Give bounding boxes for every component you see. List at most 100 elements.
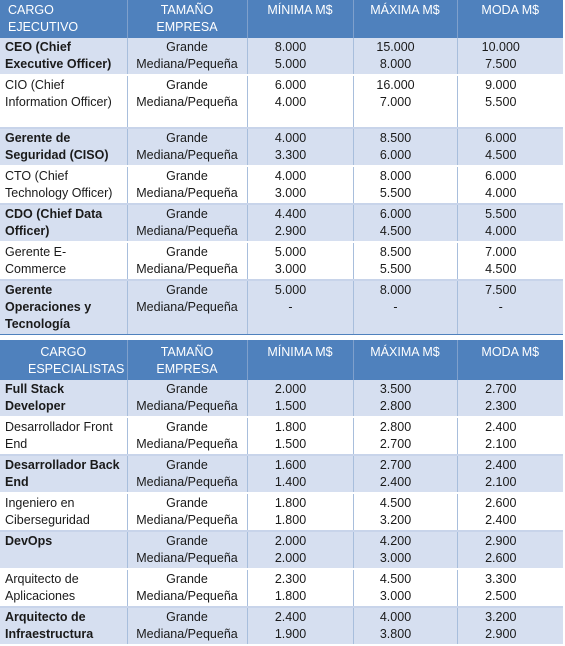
table-row: Full Stack Developer Grande Mediana/Peque…: [0, 380, 563, 418]
tamano-grande: Grande: [166, 245, 208, 259]
moda-mediana: 2.100: [485, 475, 517, 489]
maxima-cell: 2.800 2.700: [352, 417, 457, 456]
table-row: Desarrollador Front End Grande Mediana/Pe…: [0, 417, 563, 456]
tamano-cell: Grande Mediana/Pequeña: [126, 380, 247, 418]
tamano-cell: Grande Mediana/Pequeña: [126, 128, 247, 167]
maxima-grande: 4.000: [379, 610, 412, 624]
moda-cell: 7.500 -: [456, 280, 563, 335]
tamano-mediana: Mediana/Pequeña: [136, 95, 238, 109]
maxima-cell: 4.500 3.200: [352, 493, 457, 532]
maxima-grande: 15.000: [376, 40, 415, 54]
minima-cell: 1.800 1.500: [246, 417, 353, 456]
moda-cell: 3.300 2.500: [456, 569, 563, 608]
maxima-grande: 4.200: [379, 534, 412, 548]
header-maxima: MÁXIMA M$: [352, 0, 457, 38]
minima-cell: 1.800 1.800: [246, 493, 353, 532]
table-row: Gerente de Seguridad (CISO) Grande Median…: [0, 128, 563, 167]
moda-cell: 6.000 4.000: [456, 166, 563, 205]
tamano-grande: Grande: [166, 496, 208, 510]
minima-grande: 2.000: [274, 382, 307, 396]
tamano-mediana: Mediana/Pequeña: [136, 551, 238, 565]
minima-cell: 6.000 4.000: [246, 75, 353, 129]
header-cargo: CARGO ESPECIALISTAS: [0, 340, 127, 380]
minima-mediana: 1.400: [274, 475, 307, 489]
tamano-mediana: Mediana/Pequeña: [136, 399, 238, 413]
maxima-cell: 4.000 3.800: [352, 607, 457, 646]
tamano-grande: Grande: [166, 131, 208, 145]
moda-grande: 6.000: [485, 131, 517, 145]
tamano-grande: Grande: [166, 283, 208, 297]
minima-cell: 5.000 -: [246, 280, 353, 335]
moda-mediana: 4.000: [485, 186, 517, 200]
table-row: Gerente Operaciones y Tecnología Grande M…: [0, 280, 563, 335]
moda-cell: 10.000 7.500: [456, 38, 563, 76]
maxima-cell: 4.500 3.000: [352, 569, 457, 608]
tamano-grande: Grande: [166, 534, 208, 548]
minima-cell: 2.000 1.500: [246, 380, 353, 418]
maxima-grande: 16.000: [376, 78, 415, 92]
cargo-cell: CDO (Chief Data Officer): [0, 204, 127, 243]
maxima-grande: 8.000: [379, 169, 412, 183]
moda-cell: 5.500 4.000: [456, 204, 563, 243]
maxima-cell: 2.700 2.400: [352, 455, 457, 494]
minima-grande: 1.600: [274, 458, 307, 472]
tamano-cell: Grande Mediana/Pequeña: [126, 455, 247, 494]
moda-grande: 7.500: [485, 283, 517, 297]
minima-cell: 1.600 1.400: [246, 455, 353, 494]
moda-grande: 2.900: [485, 534, 517, 548]
cargo-cell: Gerente de Seguridad (CISO): [0, 128, 127, 167]
header-tamano: TAMAÑO EMPRESA: [126, 0, 247, 38]
tamano-mediana: Mediana/Pequeña: [136, 475, 238, 489]
minima-mediana: 2.900: [274, 224, 307, 238]
minima-grande: 8.000: [274, 40, 307, 54]
moda-mediana: 7.500: [485, 57, 517, 71]
minima-grande: 5.000: [274, 245, 307, 259]
tamano-grande: Grande: [166, 420, 208, 434]
tamano-mediana: Mediana/Pequeña: [136, 148, 238, 162]
maxima-mediana: 3.200: [379, 513, 412, 527]
table-row: CDO (Chief Data Officer) Grande Mediana/P…: [0, 204, 563, 243]
maxima-cell: 3.500 2.800: [352, 380, 457, 418]
maxima-mediana: 5.500: [379, 262, 412, 276]
cargo-cell: Gerente Operaciones y Tecnología: [0, 280, 127, 335]
moda-mediana: 4.000: [485, 224, 517, 238]
moda-mediana: 5.500: [485, 95, 517, 109]
maxima-grande: 3.500: [379, 382, 412, 396]
maxima-cell: 15.000 8.000: [352, 38, 457, 76]
maxima-mediana: -: [393, 300, 398, 314]
header-tamano: TAMAÑO EMPRESA: [126, 340, 247, 380]
maxima-grande: 8.500: [379, 245, 412, 259]
header-minima: MÍNIMA M$: [246, 340, 353, 380]
moda-grande: 9.000: [485, 78, 517, 92]
moda-mediana: 2.900: [485, 627, 517, 641]
moda-grande: 3.300: [485, 572, 517, 586]
header-maxima: MÁXIMA M$: [352, 340, 457, 380]
table-row: Ingeniero en Ciberseguridad Grande Median…: [0, 493, 563, 532]
minima-cell: 5.000 3.000: [246, 242, 353, 281]
tamano-mediana: Mediana/Pequeña: [136, 513, 238, 527]
tamano-cell: Grande Mediana/Pequeña: [126, 493, 247, 532]
tamano-grande: Grande: [166, 610, 208, 624]
moda-grande: 2.700: [485, 382, 517, 396]
moda-mediana: 4.500: [485, 148, 517, 162]
maxima-cell: 16.000 7.000: [352, 75, 457, 129]
cargo-cell: Gerente E-Commerce: [0, 242, 127, 281]
moda-grande: 2.600: [485, 496, 517, 510]
maxima-cell: 6.000 4.500: [352, 204, 457, 243]
maxima-grande: 2.700: [379, 458, 412, 472]
maxima-grande: 4.500: [379, 572, 412, 586]
tamano-cell: Grande Mediana/Pequeña: [126, 531, 247, 570]
minima-grande: 1.800: [274, 496, 307, 510]
maxima-cell: 8.000 5.500: [352, 166, 457, 205]
moda-mediana: 2.300: [485, 399, 517, 413]
cargo-cell: DevOps: [0, 531, 127, 570]
table-row: DevOps Grande Mediana/Pequeña 2.000 2.000 …: [0, 531, 563, 570]
table-header-row: CARGO ESPECIALISTAS TAMAÑO EMPRESA MÍNIM…: [0, 340, 563, 380]
executive-salary-table: CARGO EJECUTIVO TAMAÑO EMPRESA MÍNIMA M$…: [0, 0, 563, 335]
minima-cell: 4.000 3.000: [246, 166, 353, 205]
table-header-row: CARGO EJECUTIVO TAMAÑO EMPRESA MÍNIMA M$…: [0, 0, 563, 38]
maxima-mediana: 2.400: [379, 475, 412, 489]
tamano-cell: Grande Mediana/Pequeña: [126, 75, 247, 129]
minima-mediana: 1.500: [274, 437, 307, 451]
maxima-grande: 6.000: [379, 207, 412, 221]
